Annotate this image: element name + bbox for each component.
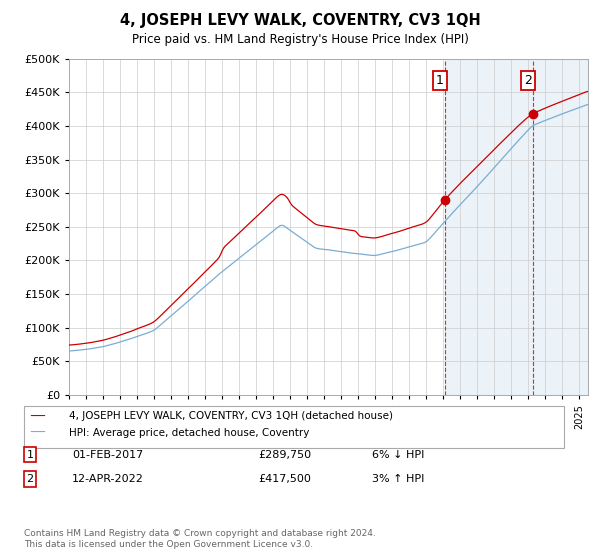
Text: Contains HM Land Registry data © Crown copyright and database right 2024.
This d: Contains HM Land Registry data © Crown c…: [24, 529, 376, 549]
Bar: [445, 59, 588, 395]
Text: HPI: Average price, detached house, Coventry: HPI: Average price, detached house, Cove…: [69, 428, 310, 438]
Text: 2: 2: [26, 474, 34, 484]
Text: £417,500: £417,500: [258, 474, 311, 484]
Text: £289,750: £289,750: [258, 450, 311, 460]
Text: 4, JOSEPH LEVY WALK, COVENTRY, CV3 1QH (detached house): 4, JOSEPH LEVY WALK, COVENTRY, CV3 1QH (…: [69, 411, 393, 421]
Text: ──: ──: [30, 409, 45, 423]
Text: 12-APR-2022: 12-APR-2022: [72, 474, 144, 484]
Text: ──: ──: [30, 426, 45, 440]
Text: 6% ↓ HPI: 6% ↓ HPI: [372, 450, 424, 460]
Text: 1: 1: [436, 74, 443, 87]
Text: 2: 2: [524, 74, 532, 87]
Text: Price paid vs. HM Land Registry's House Price Index (HPI): Price paid vs. HM Land Registry's House …: [131, 33, 469, 46]
Text: 01-FEB-2017: 01-FEB-2017: [72, 450, 143, 460]
Text: 3% ↑ HPI: 3% ↑ HPI: [372, 474, 424, 484]
Text: 1: 1: [26, 450, 34, 460]
Text: 4, JOSEPH LEVY WALK, COVENTRY, CV3 1QH: 4, JOSEPH LEVY WALK, COVENTRY, CV3 1QH: [119, 13, 481, 28]
